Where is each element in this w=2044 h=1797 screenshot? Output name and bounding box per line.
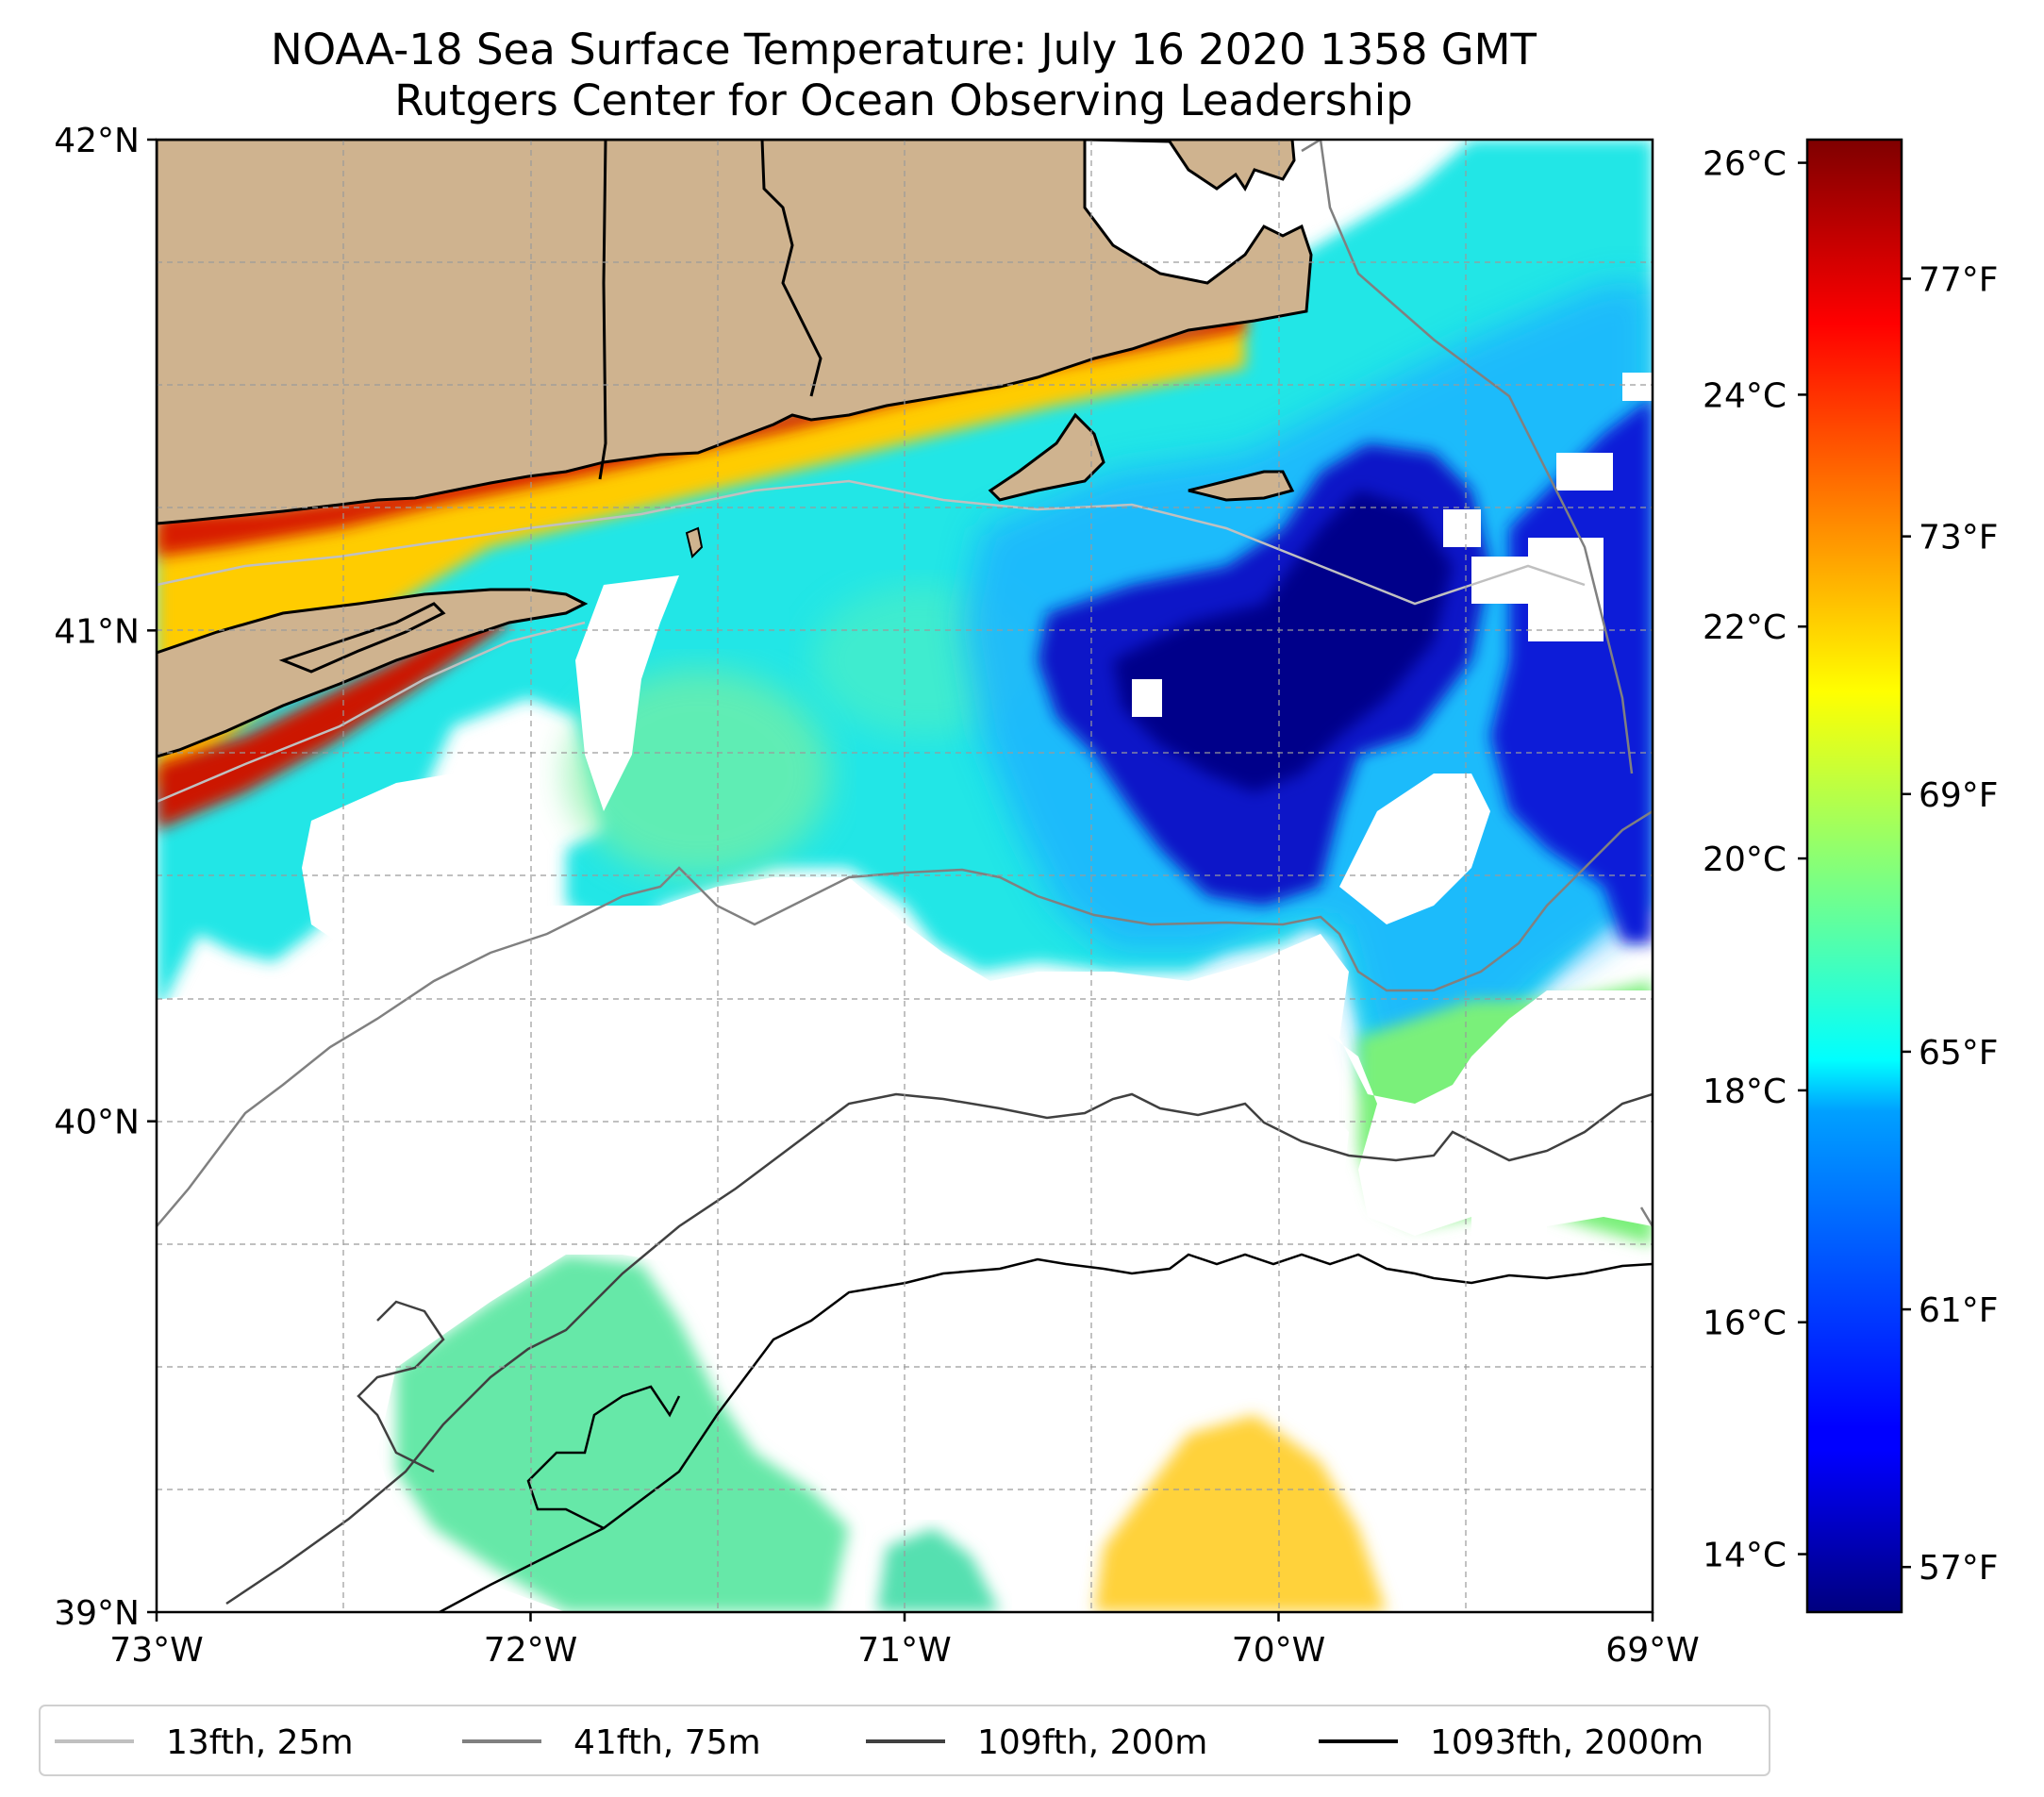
land-long-island: [157, 588, 589, 758]
cloud-mask-block-2: [1528, 538, 1604, 641]
lon-tick-label: 73°W: [109, 1631, 203, 1670]
sst-south-small-patch: [877, 1528, 1000, 1612]
cloud-mask-east-gap: [1339, 774, 1490, 924]
sst-cold-core: [1113, 491, 1453, 792]
cloud-mask-west: [302, 774, 490, 943]
colorbar-celsius-label: 20°C: [1703, 840, 1786, 879]
legend-label: 41fth, 75m: [573, 1723, 761, 1762]
land-mainland: [157, 140, 1313, 525]
colorbar-fahrenheit-label: 69°F: [1919, 776, 1999, 815]
colorbar-fahrenheit-label: 73°F: [1919, 519, 1999, 557]
land-marthas-vineyard: [988, 412, 1105, 502]
title-line-1: NOAA-18 Sea Surface Temperature: July 16…: [271, 25, 1537, 75]
colorbar-celsius-label: 16°C: [1703, 1305, 1786, 1343]
cloud-mask-block-6: [1443, 509, 1481, 547]
colorbar-celsius-label: 26°C: [1703, 145, 1786, 184]
isobath-lines: [157, 140, 1653, 1612]
cloud-mask-block-5: [1622, 373, 1653, 401]
state-border-ct-ri: [598, 140, 607, 480]
latitude-axis: 42°N 41°N 40°N 39°N: [54, 122, 157, 1633]
cloud-mask-block-1: [1471, 557, 1528, 604]
colorbar-fahrenheit-label: 77°F: [1919, 260, 1999, 299]
legend-label: 1093fth, 2000m: [1430, 1723, 1703, 1762]
cloud-mask-block-4: [1556, 453, 1613, 491]
lat-tick-label: 42°N: [54, 122, 140, 160]
land-long-island-north-fork: [278, 602, 446, 674]
isobath-75m: [157, 140, 1653, 1227]
lon-tick-label: 72°W: [484, 1631, 577, 1670]
legend: 13fth, 25m 41fth, 75m 109fth, 200m 1093fth,…: [39, 1705, 1770, 1776]
lat-tick-label: 39°N: [54, 1594, 140, 1633]
colorbar-gradient: [1805, 138, 1903, 1614]
lon-tick-label: 70°W: [1232, 1631, 1325, 1670]
isobath-2000m: [439, 1253, 1653, 1612]
colorbar-celsius-axis: 26°C 24°C 22°C 20°C 18°C 16°C 14°C: [1703, 145, 1807, 1575]
colorbar-fahrenheit-label: 65°F: [1919, 1034, 1999, 1073]
colorbar: 26°C 24°C 22°C 20°C 18°C 16°C 14°C 77°F 73°F 69°…: [1703, 138, 1999, 1614]
land-block-island: [685, 526, 704, 558]
isobath-200m: [225, 1092, 1653, 1606]
sst-hot-south-shore: [157, 604, 509, 830]
cloud-mask-block-3: [1132, 679, 1162, 717]
isobath-25m: [157, 479, 1586, 804]
longitude-axis: 73°W 72°W 71°W 70°W 69°W: [109, 1612, 1700, 1670]
colorbar-fahrenheit-label: 61°F: [1919, 1291, 1999, 1330]
gridlines: [157, 140, 1653, 1612]
land-nantucket: [1188, 470, 1295, 502]
lat-tick-label: 40°N: [54, 1104, 140, 1142]
colorbar-celsius-label: 14°C: [1703, 1537, 1786, 1575]
sst-southeast-warm-patch: [1094, 1415, 1387, 1612]
colorbar-celsius-label: 18°C: [1703, 1073, 1786, 1111]
lon-tick-label: 71°W: [857, 1631, 951, 1670]
map-panel: 73°W 72°W 71°W 70°W 69°W 42°N 41°N 40°N 39°N: [54, 122, 1699, 1670]
cloud-mask-central: [575, 575, 679, 811]
colorbar-fahrenheit-axis: 77°F 73°F 69°F 65°F 61°F 57°F: [1902, 260, 1999, 1588]
colorbar-celsius-label: 24°C: [1703, 376, 1786, 415]
cloud-mask-block-7: [1471, 1217, 1547, 1273]
colorbar-fahrenheit-label: 57°F: [1919, 1549, 1999, 1588]
sst-cold-east: [1490, 396, 1653, 943]
legend-label: 13fth, 25m: [166, 1723, 354, 1762]
colorbar-celsius-label: 22°C: [1703, 608, 1786, 647]
lon-tick-label: 69°W: [1605, 1631, 1699, 1670]
legend-items: 13fth, 25m 41fth, 75m 109fth, 200m 1093fth,…: [55, 1723, 1703, 1762]
title-line-2: Rutgers Center for Ocean Observing Leade…: [394, 75, 1413, 125]
sst-southern-warm-patch: [396, 1255, 849, 1612]
lat-tick-label: 41°N: [54, 612, 140, 651]
legend-label: 109fth, 200m: [977, 1723, 1207, 1762]
narragansett-bay: [760, 140, 823, 397]
